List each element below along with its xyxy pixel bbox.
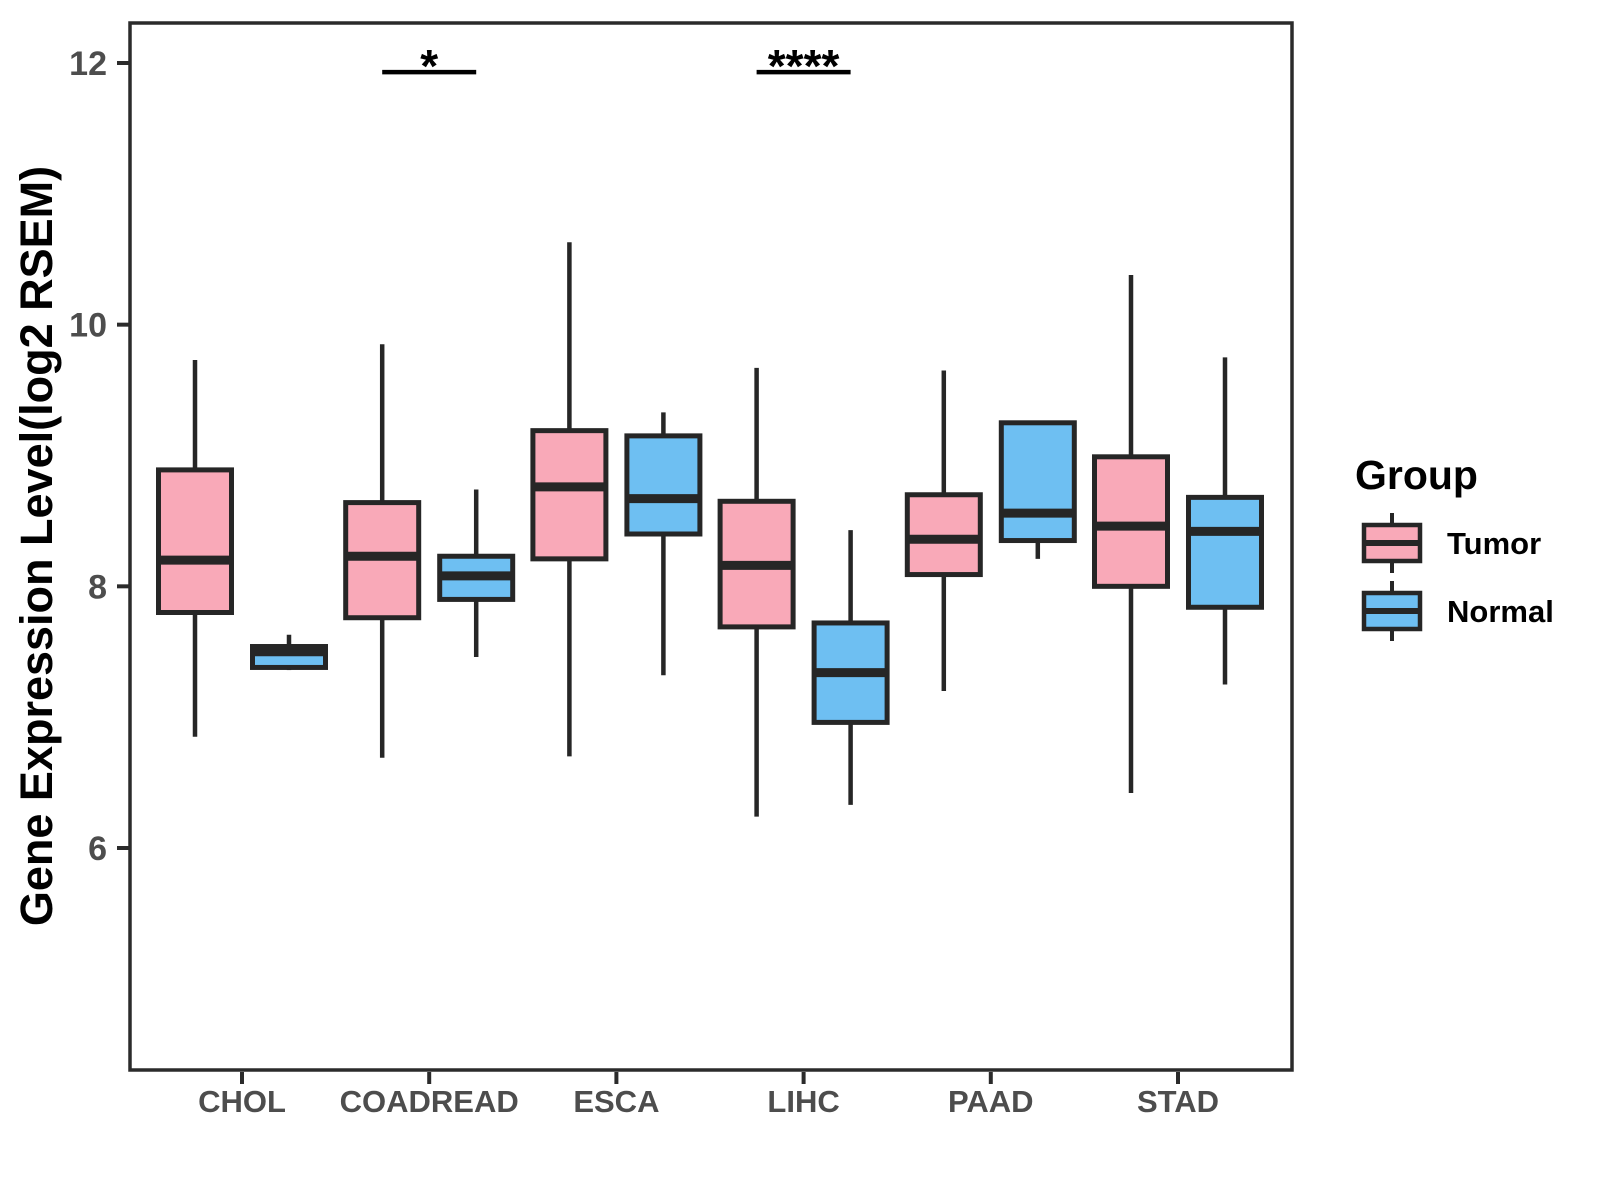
box-Normal-ESCA [624, 433, 703, 537]
legend-glyphs [1361, 513, 1423, 641]
y-tick-label-12: 12 [69, 45, 107, 83]
x-label-ESCA: ESCA [573, 1084, 659, 1119]
y-axis-title: Gene Expression Level(log2 RSEM) [11, 166, 62, 926]
x-label-PAAD: PAAD [948, 1084, 1034, 1119]
box-Tumor-ESCA [530, 428, 609, 562]
x-label-CHOL: CHOL [198, 1084, 286, 1119]
box-Normal-STAD [1186, 494, 1264, 610]
legend-label-tumor: Tumor [1447, 526, 1541, 561]
box-Tumor-STAD [1092, 454, 1170, 589]
legend-title: Group [1355, 452, 1478, 498]
y-tick-label-8: 8 [88, 568, 107, 606]
box-Normal-PAAD [998, 420, 1077, 544]
significance-label-COADREAD: * [420, 40, 438, 92]
legend-label-normal: Normal [1447, 594, 1554, 629]
y-tick-label-10: 10 [69, 307, 107, 345]
significance-label-LIHC: **** [768, 40, 840, 92]
box-Tumor-PAAD [904, 492, 983, 578]
x-label-COADREAD: COADREAD [340, 1084, 519, 1119]
x-label-LIHC: LIHC [767, 1084, 839, 1119]
plot-panel-border [128, 21, 1294, 1072]
x-label-STAD: STAD [1137, 1084, 1219, 1119]
legend: Group Tumor Normal [1355, 452, 1554, 641]
y-tick-label-6: 6 [88, 830, 107, 868]
box-Tumor-CHOL [156, 467, 234, 615]
